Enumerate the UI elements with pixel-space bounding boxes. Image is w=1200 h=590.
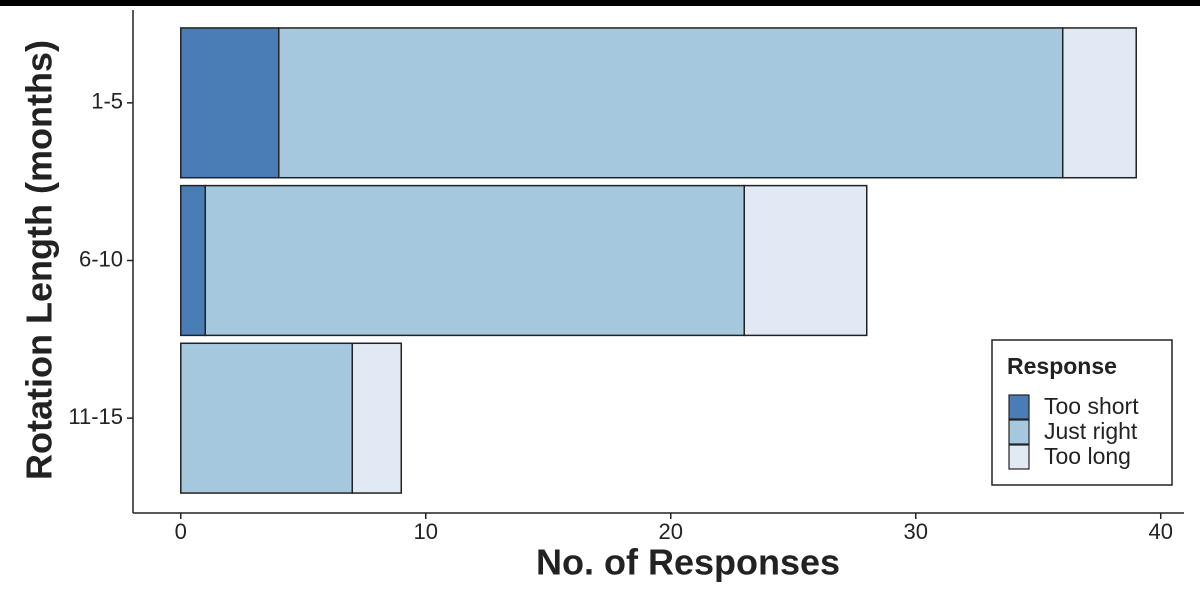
- legend-label: Just right: [1044, 418, 1138, 444]
- bar-segment: [351, 342, 403, 494]
- x-tick-label: 0: [175, 519, 187, 544]
- y-tick-label: 6-10: [79, 246, 123, 271]
- x-axis-title: No. of Responses: [536, 542, 840, 583]
- x-tick-label: 40: [1148, 519, 1172, 544]
- x-tick-label: 10: [414, 519, 438, 544]
- y-tick-label: 1-5: [91, 89, 123, 114]
- top-edge: [0, 0, 1200, 6]
- legend-title: Response: [1007, 353, 1117, 379]
- y-axis-title: Rotation Length (months): [19, 40, 60, 480]
- bar-segment: [180, 27, 280, 179]
- y-tick-label: 11-15: [68, 404, 123, 429]
- legend-label: Too long: [1044, 443, 1131, 469]
- legend-key: [1008, 419, 1030, 445]
- bar-segment: [743, 184, 868, 337]
- bar-segment: [278, 27, 1064, 179]
- bar-segment: [204, 184, 745, 337]
- x-tick-label: 20: [659, 519, 683, 544]
- bar-segment: [1061, 27, 1137, 179]
- x-tick-label: 30: [903, 519, 927, 544]
- bar-segment: [180, 184, 207, 337]
- bar-segment: [180, 342, 354, 494]
- legend-box: [991, 339, 1173, 486]
- legend-key: [1008, 394, 1030, 420]
- legend-key: [1008, 444, 1030, 470]
- legend-label: Too short: [1044, 393, 1139, 419]
